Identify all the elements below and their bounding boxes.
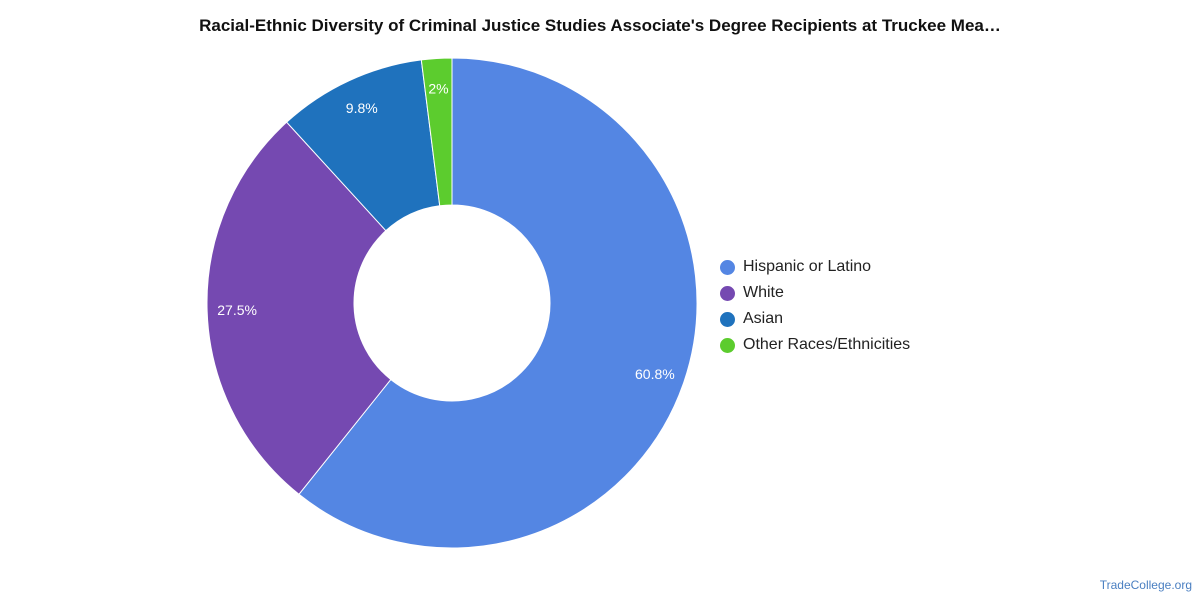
legend-swatch	[720, 285, 735, 301]
slice-other-races-ethnicities[interactable]	[420, 57, 453, 207]
slice-label: 9.8%	[346, 100, 378, 116]
legend-label: White	[743, 284, 784, 301]
slice-label: 27.5%	[217, 302, 257, 318]
chart-legend: Hispanic or Latino White Asian Other Races/…	[720, 254, 910, 358]
legend-item[interactable]: White	[720, 280, 910, 306]
legend-swatch	[720, 311, 735, 327]
chart-title: Racial-Ethnic Diversity of Criminal Just…	[199, 16, 1001, 35]
legend-item[interactable]: Asian	[720, 306, 910, 332]
slice-hispanic-or-latino[interactable]	[298, 57, 698, 549]
legend-swatch	[720, 337, 735, 353]
slice-label: 60.8%	[635, 366, 675, 382]
legend-swatch	[720, 259, 735, 275]
slice-white[interactable]	[206, 121, 392, 496]
legend-label: Asian	[743, 310, 784, 327]
legend-label: Other Races/Ethnicities	[743, 336, 911, 353]
legend-label: Hispanic or Latino	[743, 258, 872, 275]
slice-label: 2%	[428, 80, 448, 96]
watermark: TradeCollege.org	[1099, 578, 1192, 592]
legend-item[interactable]: Hispanic or Latino	[720, 254, 910, 280]
legend-item[interactable]: Other Races/Ethnicities	[720, 332, 910, 358]
